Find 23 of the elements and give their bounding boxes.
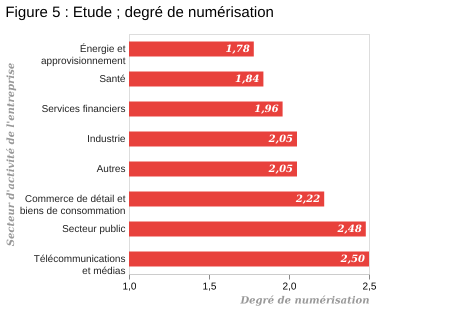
data-label: 2,05: [268, 164, 294, 175]
y-tick-label: Télécommunications et médias: [34, 254, 126, 277]
y-tick-label: Industrie: [87, 134, 126, 145]
y-tick-label: Santé: [99, 74, 126, 85]
x-tick-label: 2,5: [362, 282, 377, 292]
x-axis-title: Degré de numérisation: [240, 296, 370, 306]
y-tick-label: Énergie et approvisionnement: [41, 43, 126, 67]
y-tick-label: Autres: [96, 164, 126, 175]
data-label: 1,96: [254, 104, 279, 115]
data-label: 1,78: [225, 44, 250, 55]
y-tick-label: Secteur public: [62, 224, 126, 235]
chart-title: Figure 5 : Etude ; degré de numérisation: [5, 4, 274, 21]
x-tick-label: 2,0: [282, 282, 297, 292]
data-label: 1,84: [235, 74, 260, 85]
y-tick-label: Commerce de détail et biens de consommation: [20, 194, 126, 217]
data-label: 2,05: [268, 134, 294, 145]
data-label: 2,50: [340, 254, 366, 265]
data-label: 2,48: [336, 224, 362, 235]
data-label: 2,22: [294, 194, 320, 205]
x-tick-label: 1,5: [202, 282, 217, 292]
x-tick-label: 1,0: [122, 282, 137, 292]
y-tick-label: Services financiers: [42, 104, 126, 115]
y-axis-title: Secteur d'activité de l'entreprise: [6, 62, 17, 246]
